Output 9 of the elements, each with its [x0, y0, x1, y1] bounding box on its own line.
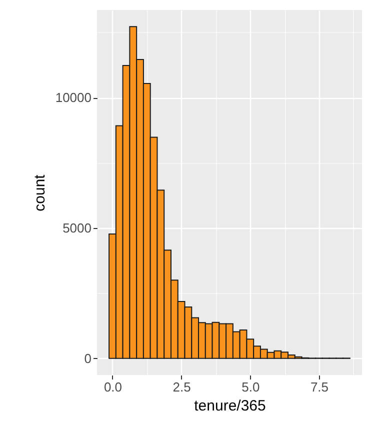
- x-tick-label: 7.5: [310, 380, 329, 394]
- y-tick-label: 0: [84, 350, 92, 366]
- y-tick-label: 5000: [62, 220, 92, 236]
- y-axis-title: count: [31, 174, 48, 212]
- x-tick-label: 5.0: [242, 380, 260, 394]
- x-tick-label: 2.5: [172, 380, 191, 394]
- x-tick-label: 0.0: [104, 380, 122, 394]
- x-axis-title: tenure/365: [194, 398, 266, 414]
- y-tick-label: 10000: [55, 90, 92, 106]
